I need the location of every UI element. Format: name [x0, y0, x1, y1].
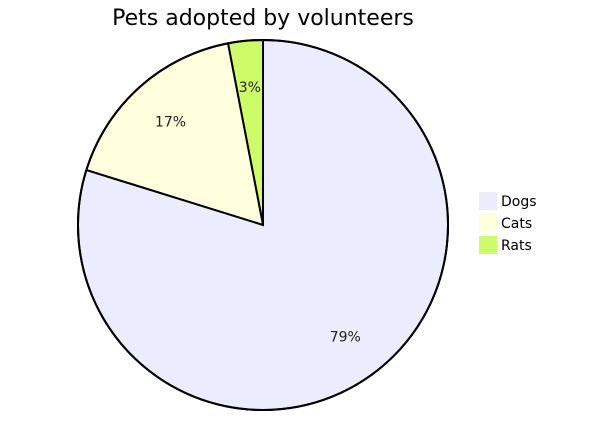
legend-label-dogs: Dogs [501, 194, 537, 210]
legend-label-rats: Rats [501, 238, 532, 254]
legend: Dogs Cats Rats [479, 192, 537, 254]
legend-label-cats: Cats [501, 216, 532, 232]
pie-slices [77, 38, 449, 411]
legend-swatch-dogs [479, 192, 497, 210]
slice-label-cats: 17% [155, 115, 186, 131]
legend-swatch-rats [479, 236, 497, 254]
slice-label-rats: 3% [239, 80, 261, 96]
chart-title: Pets adopted by volunteers [112, 6, 414, 31]
slice-label-dogs: 79% [330, 330, 361, 346]
pie-outline [77, 39, 449, 411]
pie-slice-labels: 3% 17% 79% [155, 80, 361, 346]
legend-swatch-cats [479, 214, 497, 232]
